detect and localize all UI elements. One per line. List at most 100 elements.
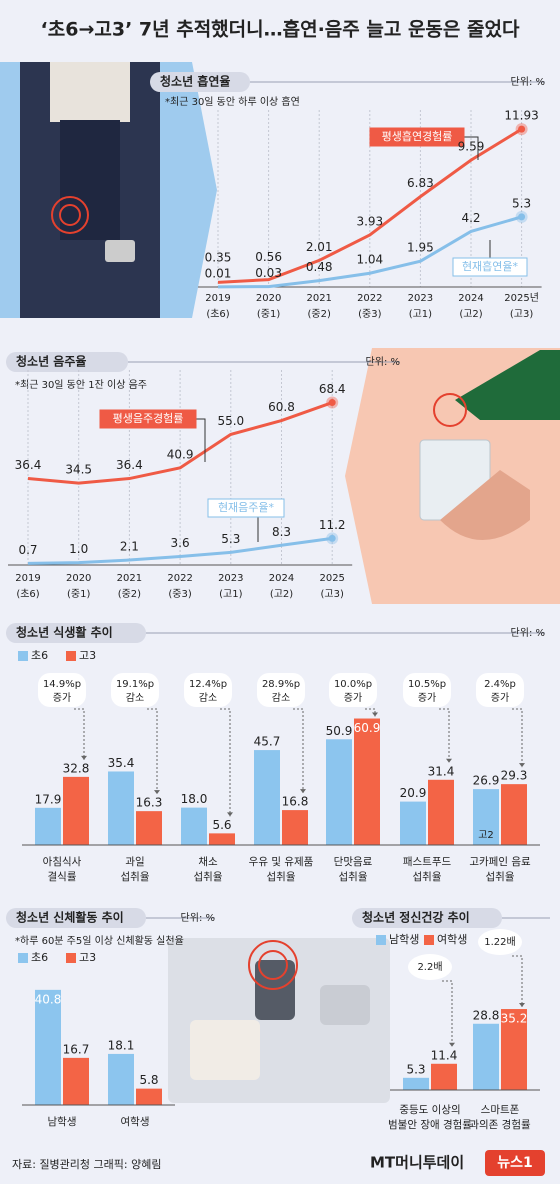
value-label: 16.3 <box>136 796 163 810</box>
value-label: 2.1 <box>120 540 139 554</box>
x-tick-label: 스마트폰 과의존 경험률 <box>469 1104 531 1131</box>
value-label: 35.2 <box>501 1012 528 1026</box>
legend-swatch <box>424 935 434 945</box>
bar <box>63 776 89 845</box>
x-tick-label: 남학생 <box>48 1116 77 1128</box>
value-label: 9.59 <box>458 140 485 154</box>
value-label: 0.03 <box>255 266 282 280</box>
value-label: 5.6 <box>212 818 231 832</box>
value-label: 18.1 <box>108 1038 135 1052</box>
annotation: 2.4%p 증가 <box>484 679 516 704</box>
x-tick-label: 2020 (중1) <box>66 573 91 600</box>
annotation-leader <box>220 708 231 817</box>
callout-leader <box>464 136 479 160</box>
bar <box>136 811 162 845</box>
value-label: 11.2 <box>319 518 346 532</box>
x-tick-label: 채소 섭취율 <box>194 856 223 883</box>
x-tick-label: 2023 (고1) <box>218 573 243 600</box>
bar <box>63 1057 89 1105</box>
section-pill <box>6 908 146 928</box>
page-title: ‘초6→고3’ 7년 추적했더니…흡연·음주 늘고 운동은 줄었다 <box>41 18 520 41</box>
arrow-head <box>81 755 87 760</box>
annotation: 2.2배 <box>417 961 442 973</box>
x-tick-label: 중등도 이상의 범불안 장애 경험률 <box>388 1104 472 1131</box>
value-label: 31.4 <box>428 764 455 778</box>
value-label: 3.6 <box>171 536 190 550</box>
annotation: 28.9%p 감소 <box>262 679 300 704</box>
value-label: 1.95 <box>407 241 434 255</box>
x-tick-label: 아침식사 결식률 <box>43 856 82 883</box>
unit-label: 단위: % <box>511 75 545 88</box>
value-label: 16.8 <box>282 795 309 809</box>
x-tick-label: 2020 (중1) <box>256 293 281 320</box>
value-label: 45.7 <box>254 735 281 749</box>
unit-label: 단위: % <box>511 626 545 639</box>
annotation-pill <box>476 673 524 707</box>
footer-source: 자료: 질병관리청 그래픽: 양혜림 <box>12 1158 161 1171</box>
bar <box>181 807 207 845</box>
annotation: 14.9%p 증가 <box>43 679 81 704</box>
section-pill <box>6 623 146 643</box>
x-tick-label: 2024 (고2) <box>458 293 483 320</box>
value-label: 40.8 <box>35 992 62 1006</box>
legend-label: 평생음주경험률 <box>113 412 184 425</box>
bar <box>473 789 499 845</box>
arrow-head <box>154 790 160 795</box>
bar <box>108 1053 134 1105</box>
end-point <box>328 534 336 542</box>
x-tick-label: 2022 (중3) <box>167 573 192 600</box>
value-label: 5.8 <box>139 1073 158 1087</box>
x-tick-label: 2021 (중2) <box>117 573 142 600</box>
value-label: 11.93 <box>504 109 538 123</box>
arrow-head <box>519 1003 525 1008</box>
note: *하루 60분 주5일 이상 신체활동 실천율 <box>15 934 184 947</box>
bar <box>431 1063 457 1090</box>
annotation-bubble <box>478 929 522 955</box>
legend-label: 고3 <box>79 951 96 964</box>
legend-label: 고3 <box>79 649 96 662</box>
bar-note: 고2 <box>478 830 494 841</box>
x-tick-label: 2023 (고1) <box>408 293 433 320</box>
unit-label: 단위: % <box>366 355 400 368</box>
end-point <box>518 125 526 133</box>
value-label: 4.2 <box>461 211 480 225</box>
bar <box>501 784 527 845</box>
end-point <box>518 213 526 221</box>
annotation-pill <box>184 673 232 707</box>
arrow-head <box>372 712 378 717</box>
series-line <box>217 215 523 289</box>
annotation: 10.5%p 증가 <box>408 679 446 704</box>
bar <box>136 1088 162 1105</box>
value-label: 68.4 <box>319 382 346 396</box>
callout-box <box>99 409 197 429</box>
x-tick-label: 2019 (초6) <box>205 293 230 320</box>
value-label: 5.3 <box>221 532 240 546</box>
value-label: 36.4 <box>15 458 42 472</box>
value-label: 0.48 <box>306 260 333 274</box>
arrow-head <box>300 789 306 794</box>
annotation: 10.0%p 증가 <box>334 679 372 704</box>
value-label: 3.93 <box>356 215 383 229</box>
bar <box>35 989 61 1105</box>
section-title: 청소년 흡연율 <box>160 74 230 89</box>
annotation-leader <box>512 708 523 768</box>
value-label: 0.7 <box>18 543 37 557</box>
bar <box>473 1023 499 1090</box>
x-tick-label: 과일 섭취율 <box>121 855 150 883</box>
section-title: 청소년 정신건강 추이 <box>362 910 470 925</box>
x-tick-label: 2024 (고2) <box>269 573 294 600</box>
value-label: 36.4 <box>116 458 143 472</box>
series-line <box>27 536 333 565</box>
value-label: 60.8 <box>268 400 295 414</box>
annotation: 12.4%p 감소 <box>189 679 227 704</box>
value-label: 0.56 <box>255 250 282 264</box>
callout-box <box>452 257 528 277</box>
value-label: 34.5 <box>65 463 92 477</box>
x-tick-label: 우유 및 유제품 섭취율 <box>249 856 314 883</box>
x-tick-label: 2025 (고3) <box>319 573 344 600</box>
callout-box <box>207 498 285 518</box>
callout-box <box>369 127 465 147</box>
value-label: 11.4 <box>431 1048 458 1062</box>
legend-swatch <box>18 651 28 661</box>
